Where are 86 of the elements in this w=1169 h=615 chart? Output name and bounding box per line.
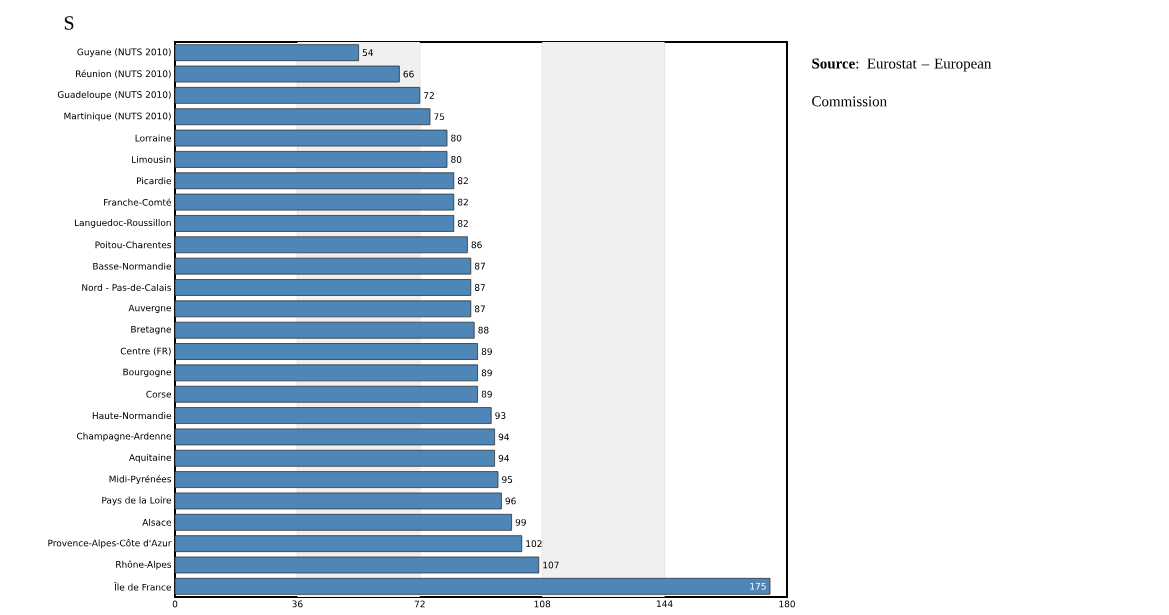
bar [174,535,523,553]
bar [174,279,472,296]
data-label: 72 [424,92,434,99]
y-tick-label: Haute-Normandie [92,412,172,420]
data-label: 75 [434,113,445,121]
data-label: 87 [474,305,485,313]
data-label: 66 [403,70,414,78]
y-tick-label: Limousin [132,155,171,163]
y-tick-label: Midi-Pyrénées [109,475,172,485]
data-label: 80 [451,134,462,142]
x-tick-label: 0 [172,600,178,608]
y-tick-label: Provence-Alpes-Côte d'Azur [48,539,172,549]
data-label: 86 [471,241,482,249]
x-tick-label: 36 [292,600,303,608]
data-label: 107 [543,561,559,569]
y-tick-label: Martinique (NUTS 2010) [64,112,171,122]
bar [174,129,448,147]
data-label: 82 [457,220,468,227]
data-label: 87 [474,262,485,270]
bar [174,236,468,254]
y-tick-label: Île de France [114,582,172,591]
data-label: 54 [362,49,374,57]
x-tick-label: 144 [657,600,673,608]
x-tick-label: 108 [534,600,551,608]
bar [174,513,513,531]
bar [174,556,540,574]
bar [174,193,455,211]
bar [174,471,499,488]
y-tick-label: Bretagne [131,325,172,335]
bar [174,300,472,318]
bar [174,44,359,62]
bar [174,172,455,190]
y-tick-label: Languedoc-Roussillon [74,219,171,228]
y-tick-label: Lorraine [135,134,172,142]
y-tick-label: Auvergne [128,304,172,314]
y-tick-label: Franche-Comté [104,198,172,206]
data-label: 94 [498,454,510,462]
bar [174,428,496,446]
bar [174,385,479,403]
bar [174,108,431,126]
y-tick-label: Picardie [137,177,172,185]
data-label: 102 [526,540,542,548]
bar [174,86,421,104]
data-label: 88 [478,326,489,334]
data-label: 99 [515,518,526,526]
chart-title: S [64,16,74,30]
bar [174,343,479,360]
y-tick-label: Pays de la Loire [102,496,172,506]
y-tick-label: Corse [146,390,172,398]
y-tick-label: Guadeloupe (NUTS 2010) [57,91,171,100]
y-tick-label: Centre (FR) [120,347,171,356]
bar [174,321,475,339]
y-tick-label: Aquitaine [129,453,172,463]
x-tick-label: 72 [414,600,425,608]
y-tick-label: Basse-Normandie [93,262,172,270]
y-tick-label: Nord - Pas-de-Calais [82,284,172,291]
data-label: 82 [457,198,468,206]
data-label: 89 [481,390,492,398]
data-label: 94 [498,433,510,441]
bar [174,257,472,275]
bar [174,407,492,424]
data-label: 82 [457,177,468,185]
bar [174,151,448,168]
y-tick-label: Alsace [142,518,172,526]
data-label: 80 [451,156,462,163]
bar [174,492,502,510]
data-label: 175 [750,583,766,590]
bar [174,65,400,83]
bar [174,577,771,595]
bar [174,364,479,382]
x-tick-label: 180 [779,600,795,608]
data-label: 89 [481,369,492,377]
y-tick-label: Poitou-Charentes [95,241,172,249]
y-tick-label: Champagne-Ardenne [76,432,172,442]
y-tick-label: Guyane (NUTS 2010) [77,48,171,57]
text: Source: Eurostat – European Commission [812,58,992,107]
y-tick-label: Réunion (NUTS 2010) [76,69,171,79]
data-label: 87 [474,284,485,291]
bar [174,215,455,232]
bar [174,449,496,467]
y-tick-label: Bourgogne [123,368,172,378]
data-label: 95 [502,476,513,483]
data-label: 89 [481,348,492,355]
data-label: 93 [495,412,506,419]
data-label: 96 [505,497,516,505]
y-tick-label: Rhône-Alpes [116,560,172,570]
